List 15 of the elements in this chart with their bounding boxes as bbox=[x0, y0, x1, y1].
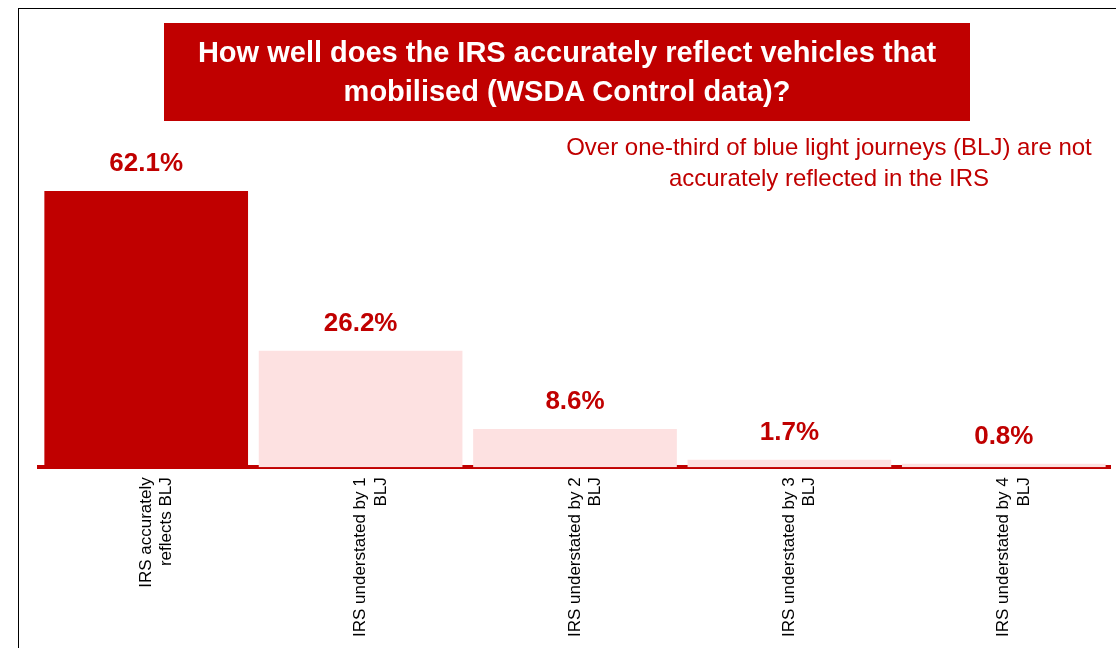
x-tick-label: IRS understated by 4 BLJ bbox=[993, 477, 1033, 638]
x-tick-label: IRS understated by 1 BLJ bbox=[350, 477, 390, 638]
data-label: 0.8% bbox=[974, 419, 1034, 450]
x-tick-label: IRS understated by 3 BLJ bbox=[779, 477, 819, 638]
data-label: 26.2% bbox=[323, 306, 398, 337]
bar bbox=[687, 459, 892, 468]
x-tick-label: IRS understated by 2 BLJ bbox=[564, 477, 605, 638]
data-label: 8.6% bbox=[545, 385, 605, 416]
bar bbox=[473, 429, 677, 468]
annotation: Over one-third of blue light journeys (BLJ) are not accurately reflected in the IRS bbox=[565, 132, 1093, 193]
data-label: 62.1% bbox=[109, 147, 184, 178]
x-tick-label: IRS accurately reflects BLJ bbox=[135, 476, 176, 588]
data-label: 1.7% bbox=[759, 415, 820, 446]
chart-title: How well does the IRS accurately reflect vehicles that mobilised (WSDA Control data)? bbox=[164, 23, 970, 121]
bar bbox=[258, 350, 463, 468]
